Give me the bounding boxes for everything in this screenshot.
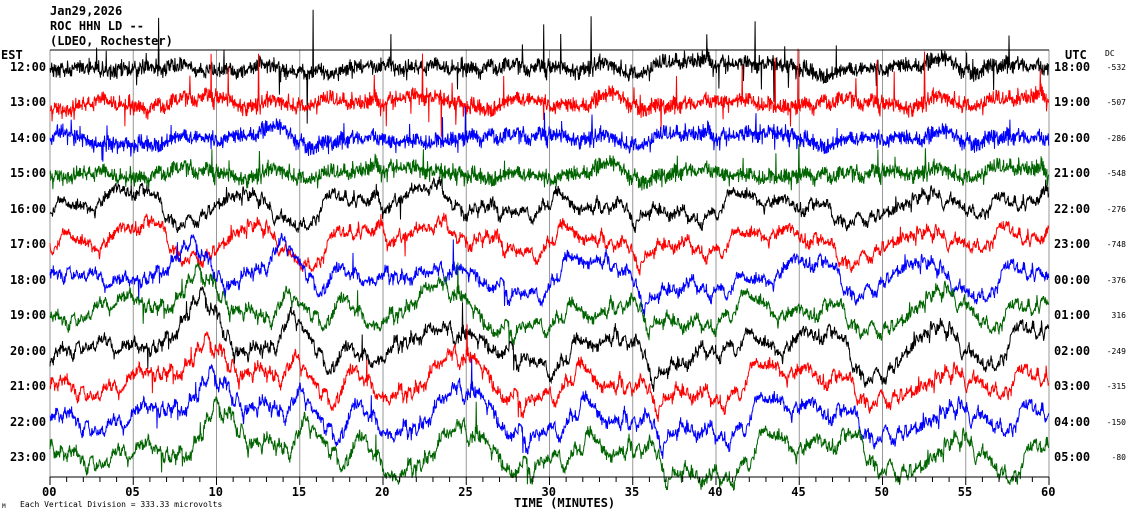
utc-label: 01:00 bbox=[1054, 308, 1091, 323]
dc-value: -548 bbox=[1106, 169, 1126, 179]
trace-row-19:00 bbox=[49, 262, 1050, 347]
dc-value: -748 bbox=[1106, 240, 1126, 250]
title-station: ROC HHN LD -- bbox=[50, 19, 144, 33]
dc-value: -249 bbox=[1106, 346, 1126, 356]
trace-row-16:00 bbox=[49, 176, 1050, 234]
est-label: 14:00 bbox=[10, 130, 47, 145]
x-tick-label: 25 bbox=[458, 485, 473, 499]
trace-row-15:00 bbox=[49, 144, 1050, 191]
title-date: Jan29,2026 bbox=[50, 4, 123, 18]
utc-label: 00:00 bbox=[1054, 272, 1091, 287]
utc-label: 18:00 bbox=[1054, 60, 1091, 74]
dc-value: 316 bbox=[1111, 311, 1126, 321]
dc-value: -376 bbox=[1106, 275, 1126, 285]
x-tick-label: 60 bbox=[1041, 485, 1056, 499]
x-tick-label: 40 bbox=[708, 485, 723, 499]
x-tick-label: 10 bbox=[208, 485, 223, 499]
dc-value: -286 bbox=[1106, 133, 1126, 143]
est-label: 12:00 bbox=[10, 60, 47, 74]
est-label: 19:00 bbox=[10, 308, 47, 323]
utc-label: 05:00 bbox=[1054, 449, 1091, 464]
dc-title: DC bbox=[1105, 49, 1115, 58]
utc-label: 23:00 bbox=[1054, 237, 1091, 252]
utc-label: 20:00 bbox=[1054, 130, 1091, 145]
trace-row-14:00 bbox=[49, 106, 1050, 162]
x-tick-label: 30 bbox=[541, 485, 556, 499]
utc-label: 04:00 bbox=[1054, 414, 1091, 429]
x-tick-label: 35 bbox=[624, 485, 640, 499]
x-tick-label: 05 bbox=[125, 485, 140, 499]
est-axis-title: EST bbox=[1, 48, 23, 62]
trace-row-23:00 bbox=[49, 396, 1050, 492]
utc-axis-title: UTC bbox=[1065, 48, 1087, 62]
est-label: 23:00 bbox=[10, 449, 47, 464]
utc-label: 22:00 bbox=[1054, 201, 1091, 216]
trace-row-12:00 bbox=[49, 9, 1050, 124]
utc-label: 03:00 bbox=[1054, 379, 1091, 394]
x-tick-label: 15 bbox=[291, 485, 307, 499]
est-label: 13:00 bbox=[10, 95, 47, 110]
dc-value: -276 bbox=[1106, 204, 1126, 214]
dc-value: -150 bbox=[1106, 417, 1126, 427]
est-label: 20:00 bbox=[10, 343, 47, 358]
utc-label: 02:00 bbox=[1054, 343, 1091, 358]
x-tick-label: 55 bbox=[957, 485, 973, 499]
scale-note: Each Vertical Division = 333.33 microvol… bbox=[20, 500, 223, 509]
utc-label: 21:00 bbox=[1054, 166, 1091, 181]
x-tick-label: 20 bbox=[375, 485, 390, 499]
est-label: 15:00 bbox=[10, 166, 47, 181]
trace-row-22:00 bbox=[49, 358, 1050, 459]
corner-mark: M bbox=[2, 503, 6, 510]
x-tick-label: 45 bbox=[791, 485, 806, 499]
title-network: (LDEO, Rochester) bbox=[50, 34, 173, 48]
dc-value: -315 bbox=[1106, 382, 1126, 392]
dc-value: -532 bbox=[1106, 63, 1126, 72]
utc-label: 19:00 bbox=[1054, 95, 1091, 110]
est-label: 21:00 bbox=[10, 379, 47, 394]
trace-row-18:00 bbox=[49, 232, 1050, 317]
trace-row-17:00 bbox=[49, 212, 1050, 276]
x-axis-label: TIME (MINUTES) bbox=[514, 496, 616, 510]
trace-row-13:00 bbox=[49, 48, 1050, 137]
est-label: 17:00 bbox=[10, 237, 47, 252]
est-label: 16:00 bbox=[10, 201, 47, 216]
trace-row-21:00 bbox=[49, 324, 1050, 422]
dc-value: -507 bbox=[1106, 98, 1126, 108]
x-tick-label: 50 bbox=[874, 485, 889, 499]
x-tick-label: 00 bbox=[42, 485, 57, 499]
est-label: 18:00 bbox=[10, 272, 47, 287]
trace-row-20:00 bbox=[49, 286, 1050, 392]
est-label: 22:00 bbox=[10, 414, 47, 429]
dc-value: -80 bbox=[1111, 452, 1126, 462]
